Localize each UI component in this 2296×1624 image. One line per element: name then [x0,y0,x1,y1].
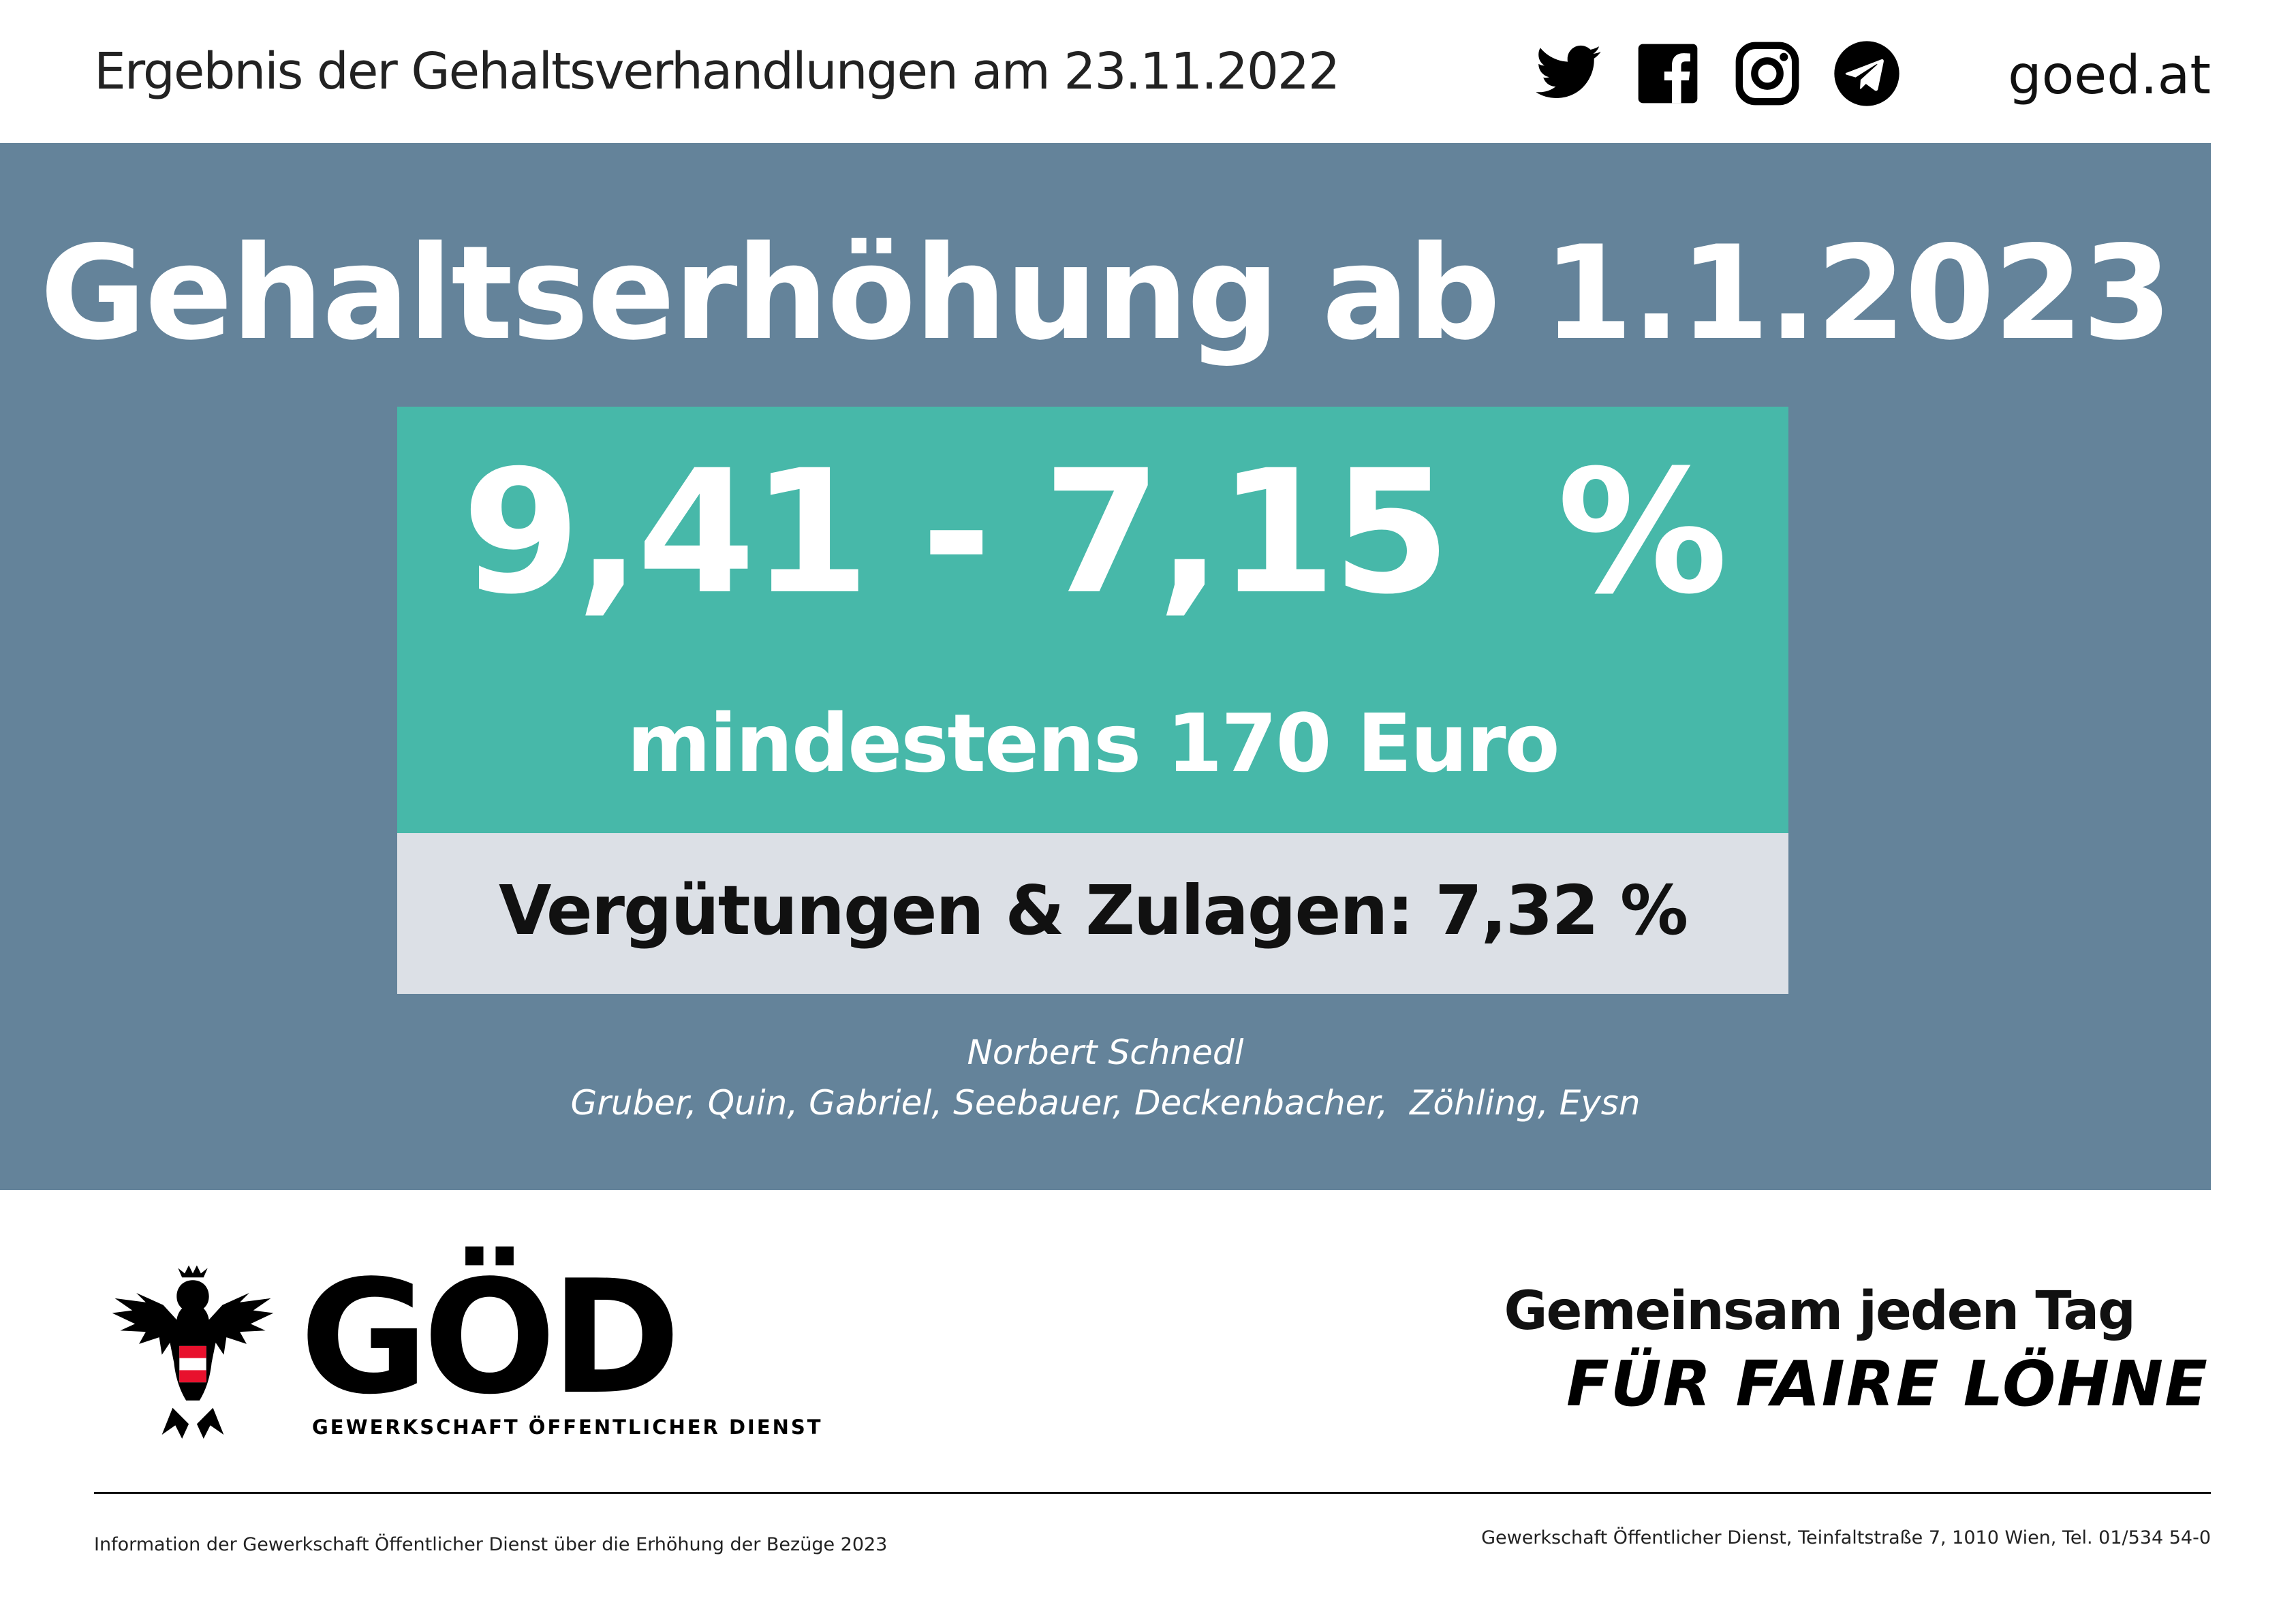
twitter-icon[interactable] [1533,38,1604,109]
footer-info: Information der Gewerkschaft Öffentliche… [94,1534,888,1555]
logo-wordmark: GÖD [300,1247,681,1429]
header-title: Ergebnis der Gehaltsverhandlungen am 23.… [94,42,1340,101]
allowances-box: Vergütungen & Zulagen: 7,32 % [397,833,1788,994]
slogan-line-1: Gemeinsam jeden Tag [1504,1281,2136,1342]
allowances-text: Vergütungen & Zulagen: 7,32 % [498,871,1688,950]
instagram-icon[interactable] [1732,38,1803,109]
social-links [1533,38,1902,109]
increase-box: 9,41 - 7,15 % mindestens 170 Euro [397,407,1788,833]
footer-address: Gewerkschaft Öffentlicher Dienst, Teinfa… [1481,1527,2211,1548]
increase-range: 9,41 - 7,15 % [461,433,1728,631]
negotiator-lead: Norbert Schnedl [967,1033,1244,1072]
headline: Gehaltserhöhung ab 1.1.2023 [40,218,2173,369]
facebook-icon[interactable] [1632,38,1703,109]
negotiator-team: Gruber, Quin, Gabriel, Seebauer, Deckenb… [570,1083,1641,1123]
footer-divider [94,1492,2211,1494]
eagle-icon [112,1265,274,1439]
logo-subtitle: GEWERKSCHAFT ÖFFENTLICHER DIENST [312,1416,823,1439]
telegram-icon[interactable] [1831,38,1902,109]
minimum-amount: mindestens 170 Euro [627,696,1560,790]
site-link[interactable]: goed.at [2008,45,2211,106]
slogan-line-2: FÜR FAIRE LÖHNE [1566,1347,2209,1420]
